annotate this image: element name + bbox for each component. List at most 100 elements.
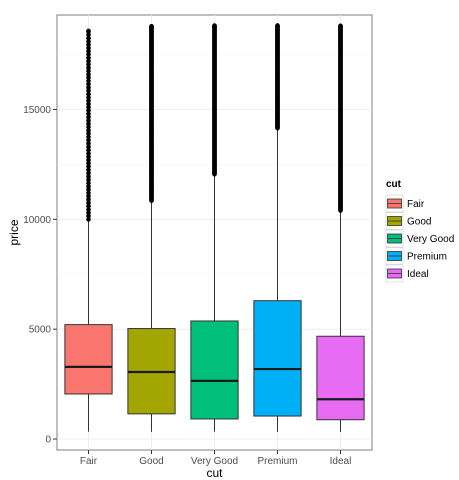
outlier-point <box>86 39 91 44</box>
legend: cut Fair Good Very Good Premium Ideal <box>385 179 454 283</box>
outlier-point <box>86 147 91 153</box>
outlier-point <box>86 85 91 90</box>
outlier-point <box>86 197 91 202</box>
outlier-point <box>86 118 91 123</box>
box-iqr <box>253 300 302 417</box>
outlier-point <box>86 170 91 176</box>
outlier-point <box>86 95 91 100</box>
outlier-point <box>86 187 91 192</box>
x-tick-label: Fair <box>80 456 98 467</box>
legend-item-fair: Fair <box>385 194 425 213</box>
outlier-point <box>86 180 91 186</box>
legend-label: Very Good <box>407 234 454 245</box>
axes: 0 5000 10000 15000 Fair Good Very Good Premium I… <box>23 105 351 467</box>
outlier-point <box>86 32 91 38</box>
outlier-point <box>86 45 91 51</box>
legend-item-good: Good <box>385 212 431 230</box>
outliers <box>275 23 280 131</box>
outlier-point <box>86 151 91 156</box>
outlier-point <box>86 121 91 127</box>
outlier-point <box>86 184 91 189</box>
outlier-point <box>86 108 91 113</box>
y-tick-label: 5000 <box>29 325 52 336</box>
box-iqr <box>190 320 239 420</box>
outlier-point <box>86 55 91 61</box>
outlier-point <box>86 154 91 160</box>
x-axis-title: cut <box>206 466 223 480</box>
outlier-point <box>86 141 91 146</box>
outlier-point <box>86 52 91 57</box>
outlier-point <box>86 42 91 47</box>
outlier-point <box>86 193 91 199</box>
y-tick-label: 0 <box>45 435 51 446</box>
legend-item-very-good: Very Good <box>385 229 454 248</box>
box-premium <box>253 23 302 432</box>
outlier-point <box>86 98 91 103</box>
x-tick-label: Premium <box>257 456 297 467</box>
outlier-point <box>86 213 91 219</box>
y-tick-label: 10000 <box>23 215 51 226</box>
box-fair <box>64 28 113 432</box>
outliers <box>212 23 217 177</box>
x-tick-label: Ideal <box>330 456 352 467</box>
outlier-point <box>86 28 91 34</box>
outlier-point <box>86 157 91 163</box>
outlier-point <box>86 114 91 120</box>
outlier-point <box>86 72 91 77</box>
outliers <box>86 28 91 222</box>
box-ideal <box>316 23 365 432</box>
outlier-point <box>86 174 91 179</box>
outlier-point <box>86 207 91 212</box>
legend-label: Fair <box>407 199 425 210</box>
legend-label: Premium <box>407 252 447 263</box>
outlier-point <box>86 203 91 209</box>
box-iqr <box>316 335 365 421</box>
outlier-point <box>86 88 91 94</box>
outlier-point <box>86 137 91 143</box>
outlier-point <box>86 48 91 54</box>
x-tick-label: Very Good <box>191 456 238 467</box>
outlier-point <box>338 23 343 29</box>
outlier-point <box>86 58 91 64</box>
legend-item-premium: Premium <box>385 247 447 265</box>
outliers <box>338 23 343 213</box>
outlier-point <box>86 144 91 150</box>
box-good <box>127 23 176 432</box>
outlier-point <box>86 210 91 216</box>
outlier-point <box>149 23 154 29</box>
box-layer <box>64 23 365 432</box>
outlier-point <box>86 62 91 67</box>
outlier-point <box>86 75 91 80</box>
outlier-point <box>86 200 91 206</box>
outlier-point <box>212 23 217 28</box>
y-axis-title: price <box>7 219 21 245</box>
outlier-point <box>86 134 91 140</box>
outlier-point <box>86 128 91 133</box>
outlier-point <box>86 81 91 87</box>
outlier-point <box>86 217 91 222</box>
outlier-point <box>86 190 91 196</box>
outlier-point <box>86 104 91 110</box>
outlier-point <box>86 65 91 71</box>
outlier-point <box>86 91 91 97</box>
outlier-point <box>86 167 91 173</box>
outlier-point <box>86 78 91 84</box>
outliers <box>149 23 154 203</box>
outlier-point <box>86 68 91 74</box>
legend-label: Ideal <box>407 269 429 280</box>
box-very-good <box>190 23 239 432</box>
outlier-point <box>86 111 91 117</box>
outlier-point <box>86 177 91 183</box>
outlier-point <box>86 124 91 130</box>
outlier-point <box>86 101 91 107</box>
legend-title: cut <box>386 179 402 190</box>
outlier-point <box>86 131 91 136</box>
legend-item-ideal: Ideal <box>385 264 429 283</box>
x-tick-label: Good <box>139 456 163 467</box>
outlier-point <box>86 35 91 41</box>
outlier-point <box>86 164 91 169</box>
outlier-point <box>275 23 280 28</box>
outlier-point <box>86 160 91 166</box>
legend-label: Good <box>407 217 431 228</box>
